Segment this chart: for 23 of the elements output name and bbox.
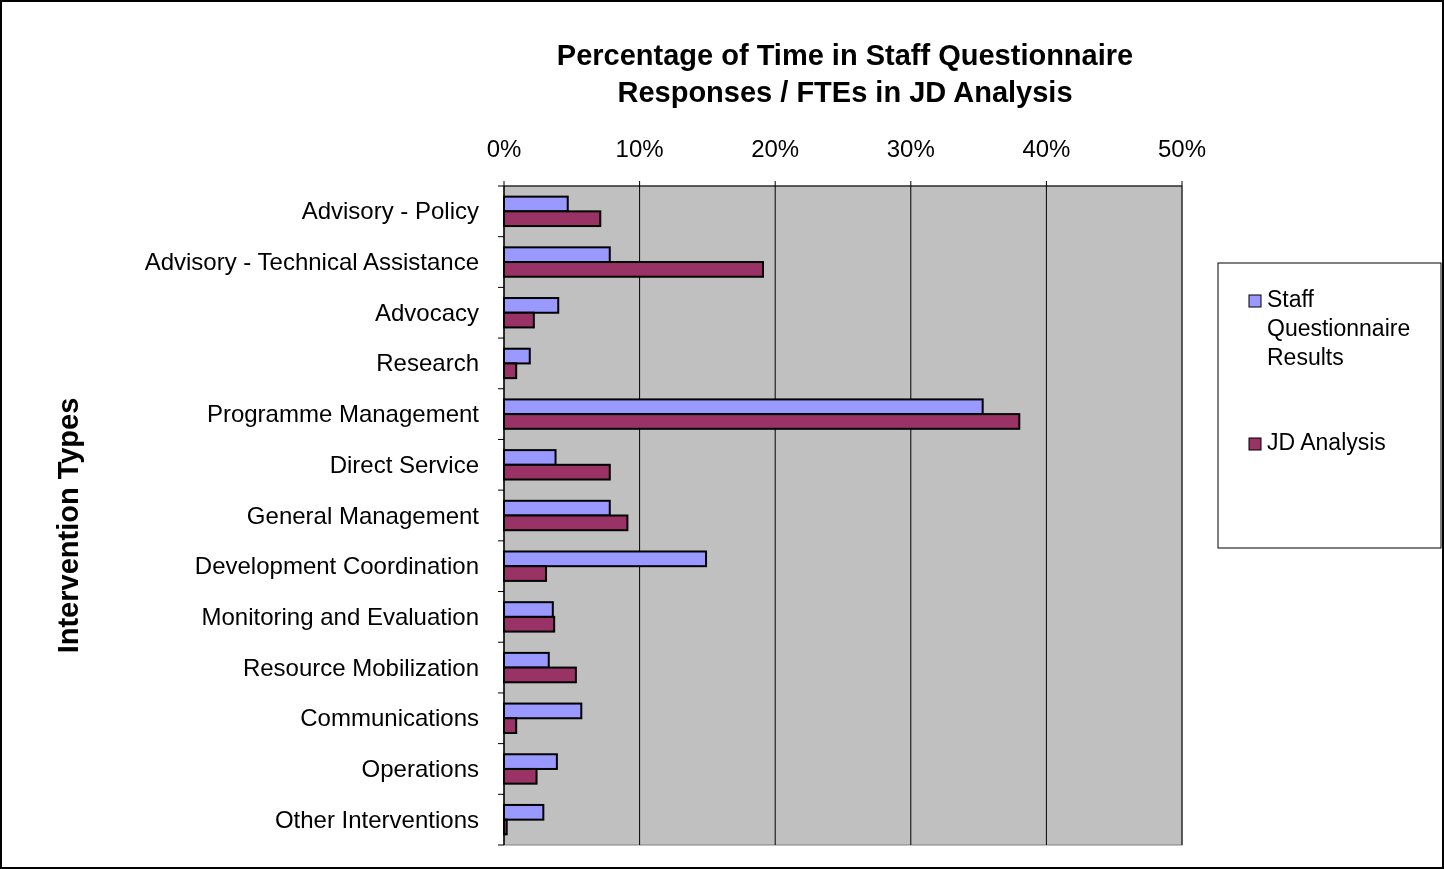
y-tick-label: Monitoring and Evaluation: [201, 602, 479, 630]
legend-label: JD Analysis: [1267, 429, 1386, 455]
y-tick-label: Advisory - Policy: [301, 197, 479, 225]
y-tick-label: Advocacy: [374, 298, 479, 326]
x-tick-label: 50%: [1157, 135, 1207, 162]
x-tick-label: 0%: [486, 135, 522, 162]
y-tick-label: Programme Management: [206, 400, 480, 428]
x-tick-label: 10%: [615, 135, 664, 162]
x-tick-label: 40%: [1022, 135, 1071, 162]
y-tick-label: Research: [376, 349, 479, 377]
y-tick-label: Development Coordination: [194, 552, 479, 580]
x-tick-label: 30%: [886, 135, 935, 162]
y-tick-label: General Management: [246, 501, 480, 529]
legend-label: Staff Questionnaire Results: [1267, 286, 1411, 370]
y-tick-label: Other Interventions: [274, 805, 479, 833]
x-tick-label: 20%: [751, 135, 800, 162]
y-tick-label: Resource Mobilization: [242, 653, 479, 681]
chart-title: Percentage of Time in Staff Questionnaire Responses / FTEs in JD Analysis: [556, 39, 1134, 108]
y-tick-label: Direct Service: [329, 450, 479, 478]
y-tick-label: Communications: [300, 704, 479, 732]
y-axis-title: Intervention Types: [52, 397, 84, 654]
y-tick-label: Advisory - Technical Assistance: [144, 248, 479, 276]
y-tick-label: Operations: [361, 754, 479, 782]
